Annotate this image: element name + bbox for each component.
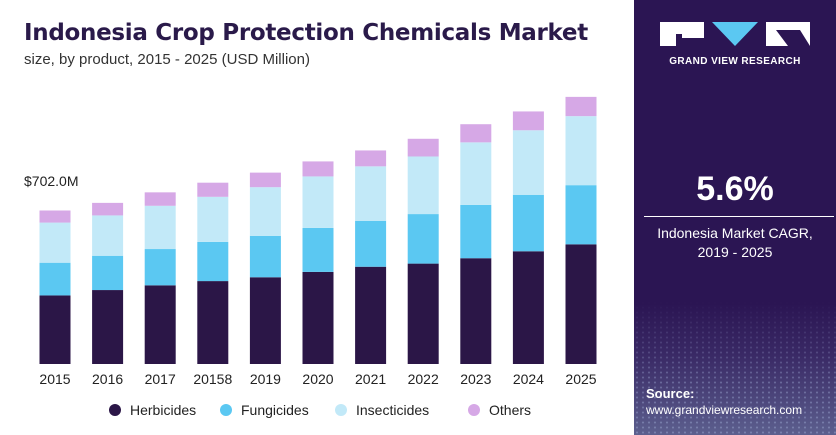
bar-herbicides-20158 <box>197 281 229 364</box>
bar-insecticides-2020 <box>302 176 334 228</box>
bar-others-2023 <box>460 124 492 143</box>
x-tick-label: 2017 <box>145 371 176 387</box>
bar-herbicides-2016 <box>92 290 124 364</box>
bar-fungicides-2019 <box>249 235 281 278</box>
chart-title: Indonesia Crop Protection Chemicals Mark… <box>24 20 588 46</box>
annotations: $702.0M <box>24 173 78 189</box>
bar-herbicides-2019 <box>249 277 281 364</box>
bar-fungicides-2017 <box>144 249 176 286</box>
x-tick-label: 2015 <box>39 371 70 387</box>
bar-others-2019 <box>249 172 281 188</box>
x-tick-label: 2021 <box>355 371 386 387</box>
bar-insecticides-2023 <box>460 142 492 205</box>
legend-label-others: Others <box>489 402 531 418</box>
bar-herbicides-2020 <box>302 271 334 364</box>
bar-insecticides-2015 <box>39 222 71 263</box>
bar-insecticides-2024 <box>512 130 544 195</box>
bar-insecticides-2021 <box>355 166 387 221</box>
x-tick-label: 2025 <box>565 371 596 387</box>
bar-others-2022 <box>407 138 439 157</box>
bar-herbicides-2024 <box>512 251 544 364</box>
bar-others-2016 <box>92 202 124 216</box>
bar-others-2020 <box>302 161 334 177</box>
cagr-value: 5.6% <box>696 170 774 208</box>
legend-marker-insecticides <box>335 404 347 416</box>
bar-insecticides-2025 <box>565 116 597 186</box>
bar-fungicides-2020 <box>302 227 334 272</box>
source-title: Source: <box>646 386 695 401</box>
cagr-label-line-2: 2019 - 2025 <box>697 244 773 260</box>
legend-marker-fungicides <box>220 404 232 416</box>
bar-others-2024 <box>512 111 544 131</box>
source-url: www.grandviewresearch.com <box>646 403 803 417</box>
bar-insecticides-2016 <box>92 215 124 256</box>
value-annotation: $702.0M <box>24 173 78 189</box>
legend-label-insecticides: Insecticides <box>356 402 429 418</box>
stacked-bar-chart: 2015 2016 2017 20158 2019 2020 2021 2022 2023 202… <box>24 96 597 418</box>
bar-insecticides-20158 <box>197 196 229 242</box>
bar-herbicides-2022 <box>407 263 439 364</box>
cagr-label-line-1: Indonesia Market CAGR, <box>657 225 813 241</box>
x-tick-label: 2019 <box>250 371 281 387</box>
bar-fungicides-2016 <box>92 255 124 291</box>
legend-marker-others <box>468 404 480 416</box>
x-tick-label: 2023 <box>460 371 491 387</box>
bar-fungicides-2021 <box>355 220 387 267</box>
x-tick-labels: 2015 2016 2017 20158 2019 2020 2021 2022 2023 202… <box>39 371 596 387</box>
x-tick-label: 20158 <box>193 371 232 387</box>
grand-view-research-logo-icon <box>660 22 810 46</box>
legend: Herbicides Fungicides Insecticides Others <box>109 402 531 418</box>
bar-insecticides-2019 <box>249 187 281 236</box>
bar-insecticides-2022 <box>407 156 439 215</box>
x-tick-label: 2016 <box>92 371 123 387</box>
bar-others-20158 <box>197 182 229 197</box>
bar-fungicides-2015 <box>39 262 71 296</box>
bar-fungicides-2024 <box>512 194 544 252</box>
bar-others-2017 <box>144 192 176 206</box>
bar-herbicides-2017 <box>144 285 176 364</box>
cagr-label: Indonesia Market CAGR, 2019 - 2025 <box>634 224 836 262</box>
bar-insecticides-2017 <box>144 205 176 250</box>
x-tick-label: 2022 <box>408 371 439 387</box>
side-panel: GRAND VIEW RESEARCH 5.6% Indonesia Marke… <box>634 0 836 435</box>
legend-label-herbicides: Herbicides <box>130 402 196 418</box>
bar-others-2025 <box>565 96 597 117</box>
chart-subtitle: size, by product, 2015 - 2025 (USD Milli… <box>24 51 310 68</box>
bar-fungicides-2025 <box>565 185 597 245</box>
bar-herbicides-2025 <box>565 244 597 364</box>
legend-marker-herbicides <box>109 404 121 416</box>
bar-herbicides-2015 <box>39 295 71 364</box>
bar-herbicides-2021 <box>355 266 387 364</box>
bar-fungicides-20158 <box>197 241 229 282</box>
bar-fungicides-2022 <box>407 214 439 264</box>
decorative-dot-wave <box>634 300 836 435</box>
legend-label-fungicides: Fungicides <box>241 402 309 418</box>
brand-name: GRAND VIEW RESEARCH <box>669 56 801 67</box>
bar-fungicides-2023 <box>460 204 492 259</box>
bar-group <box>39 96 597 364</box>
bar-herbicides-2023 <box>460 258 492 364</box>
bar-others-2015 <box>39 210 71 223</box>
x-tick-label: 2020 <box>302 371 333 387</box>
divider <box>644 216 834 217</box>
x-tick-label: 2024 <box>513 371 544 387</box>
bar-others-2021 <box>355 150 387 167</box>
